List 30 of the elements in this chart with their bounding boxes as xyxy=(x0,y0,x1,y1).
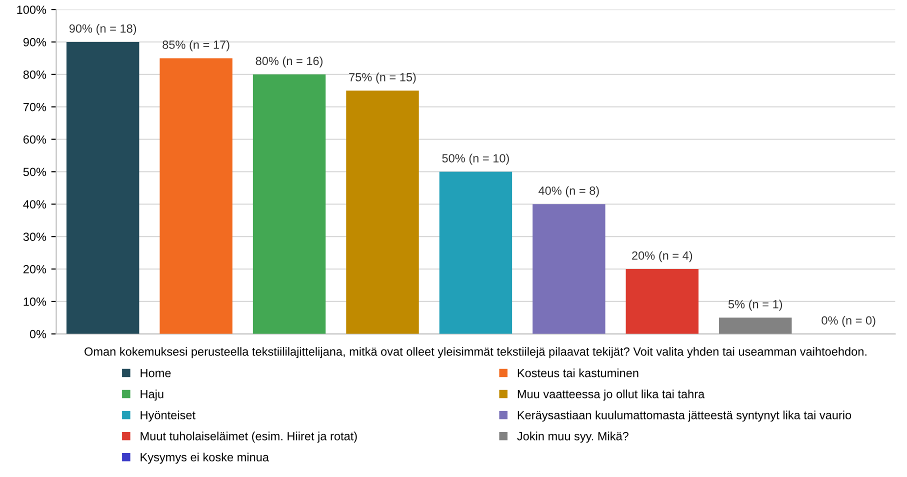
legend-label: Hyönteiset xyxy=(140,410,196,422)
data-label: 50% (n = 10) xyxy=(442,154,509,165)
y-tick-label: 20% xyxy=(23,265,46,274)
legend-label: Kysymys ei koske minua xyxy=(140,452,269,464)
legend-label: Home xyxy=(140,368,171,378)
y-tick-label: 0% xyxy=(30,330,46,338)
y-tick-label: 100% xyxy=(17,6,46,14)
y-tick-label: 40% xyxy=(23,200,46,209)
legend-label: Muut tuholaiseläimet (esim. Hiiret ja rotat) xyxy=(140,432,357,443)
data-label: 5% (n = 1) xyxy=(728,300,782,311)
y-tick-label: 80% xyxy=(23,70,46,79)
data-label: 75% (n = 15) xyxy=(349,72,416,84)
legend-label: Kosteus tai kastuminen xyxy=(518,368,638,378)
y-tick-label: 50% xyxy=(23,168,46,176)
data-label: 85% (n = 17) xyxy=(162,40,230,52)
y-tick-label: 70% xyxy=(23,102,46,112)
x-axis-title: Oman kokemuksesi perusteella tekstiililajittelijana, mitkä ovat olleet yleisimmät tekstiilejä pilaavat tekijät? Voit valita yhden tai useamman vaihtoehdon. xyxy=(84,347,866,358)
y-tick-label: 10% xyxy=(24,298,46,306)
legend-label: Jokin muu syy. Mikä? xyxy=(517,432,628,443)
data-label: 90% (n = 18) xyxy=(69,24,136,36)
y-tick-label: 30% xyxy=(23,232,46,241)
legend-label: Muu vaatteessa jo ollut lika tai tahra xyxy=(518,390,705,401)
y-tick-label: 90% xyxy=(23,38,46,46)
data-label: 40% (n = 8) xyxy=(538,186,599,198)
data-label: 80% (n = 16) xyxy=(256,56,323,68)
y-tick-label: 60% xyxy=(23,135,46,144)
legend-label: Keräysastiaan kuulumattomasta jätteestä syntynyt lika tai vaurio xyxy=(518,410,852,422)
data-label: 0% (n = 0) xyxy=(822,316,876,327)
legend-label: Haju xyxy=(140,390,164,401)
data-label: 20% (n = 4) xyxy=(632,251,692,262)
